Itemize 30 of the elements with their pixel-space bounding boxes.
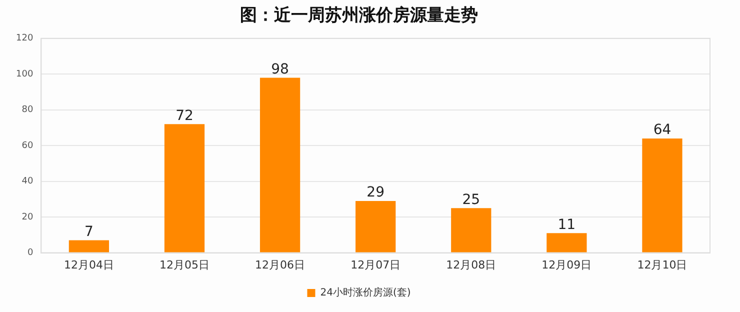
- data-label: 7: [84, 224, 94, 240]
- bar: [356, 200, 396, 252]
- y-tick-label: 20: [22, 212, 34, 222]
- bar: [68, 240, 110, 252]
- bar: [546, 233, 587, 252]
- y-tick-label: 40: [22, 176, 34, 187]
- bar: [164, 124, 205, 252]
- bar: [260, 78, 300, 252]
- y-tick-label: 120: [16, 34, 34, 44]
- x-tick-label: 12月07日: [350, 258, 401, 272]
- data-label: 29: [366, 184, 385, 201]
- y-tick-label: 100: [16, 69, 34, 80]
- data-label: 11: [558, 216, 576, 233]
- data-label: 64: [653, 122, 672, 138]
- x-tick-label: 12月09日: [542, 258, 592, 272]
- x-tick-label: 12月10日: [637, 258, 688, 272]
- y-tick-label: 60: [22, 140, 34, 151]
- x-tick-label: 12月04日: [64, 258, 114, 272]
- y-tick-label: 0: [27, 248, 34, 258]
- bar: [451, 208, 492, 252]
- y-tick-label: 80: [22, 105, 34, 116]
- x-tick-label: 12月08日: [446, 258, 496, 272]
- data-label: 98: [271, 61, 289, 78]
- x-tick-label: 12月05日: [159, 258, 210, 272]
- x-tick-label: 12月06日: [255, 258, 306, 272]
- data-label: 25: [462, 192, 480, 208]
- chart-title: 图：近一周苏州涨价房源量走势: [240, 6, 478, 26]
- bar: [642, 138, 682, 252]
- legend-label: 24小时涨价房源(套): [320, 286, 411, 299]
- data-label: 72: [176, 108, 194, 124]
